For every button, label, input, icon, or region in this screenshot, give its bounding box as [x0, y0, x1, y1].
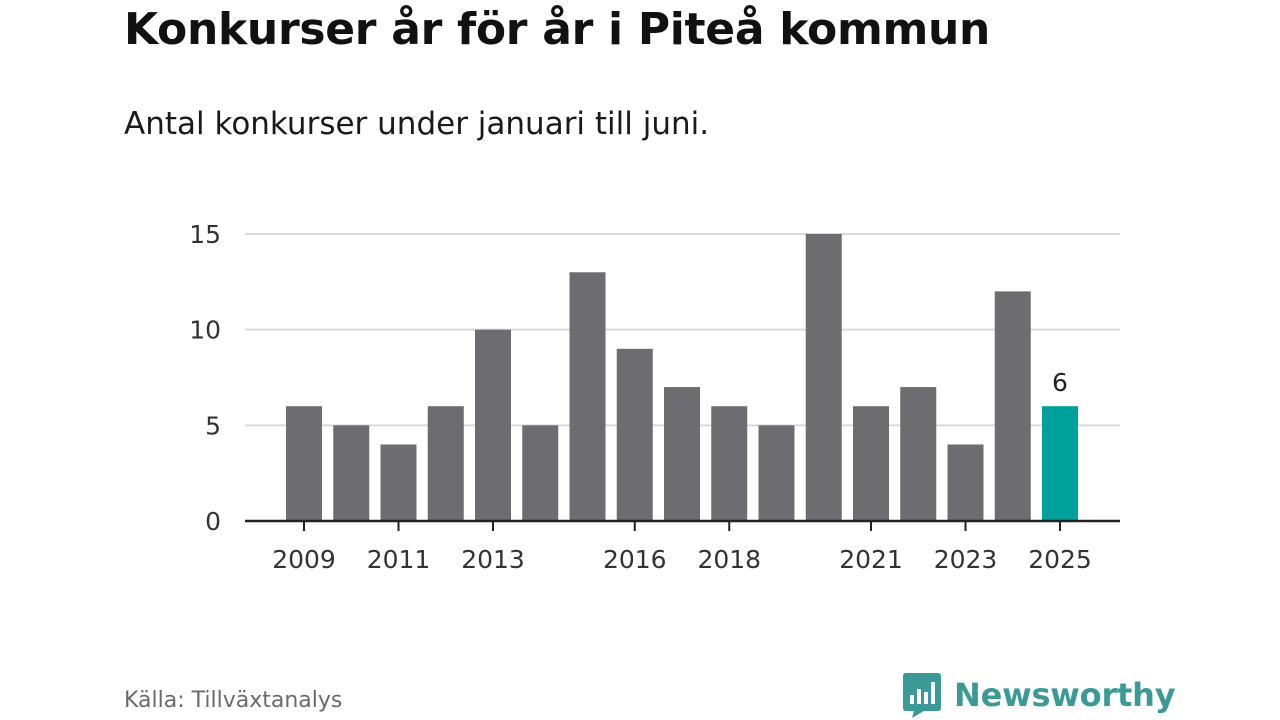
- bar-2025: [1042, 406, 1078, 521]
- x-tick-label: 2011: [367, 545, 431, 574]
- x-tick-label: 2018: [697, 545, 761, 574]
- data-labels: 6: [1052, 368, 1068, 397]
- bars: [286, 234, 1078, 521]
- bar-2010: [333, 425, 370, 521]
- x-tick-label: 2009: [272, 545, 336, 574]
- chart-subtitle: Antal konkurser under januari till juni.: [124, 106, 710, 142]
- brand-name: Newsworthy: [954, 676, 1176, 714]
- bar-2015: [569, 272, 606, 521]
- source-note: Källa: Tillväxtanalys: [124, 688, 343, 713]
- bar-2018: [711, 406, 748, 521]
- newsworthy-logo-icon: [903, 673, 941, 718]
- bar-2024: [994, 291, 1031, 521]
- y-tick-label: 15: [189, 220, 221, 249]
- y-tick-label: 10: [189, 316, 221, 345]
- bar-2014: [522, 425, 559, 521]
- y-tick-label: 0: [205, 507, 221, 536]
- bar-2020: [805, 234, 842, 521]
- x-tick-label: 2016: [603, 545, 667, 574]
- y-tick-label: 5: [205, 411, 221, 440]
- x-axis-ticks: 2009 2011 2013 2016 2018 2021 2023 2025: [272, 521, 1092, 574]
- bar-2011: [380, 444, 417, 521]
- x-tick-label: 2023: [934, 545, 998, 574]
- x-tick-label: 2025: [1028, 545, 1092, 574]
- bar-2021: [853, 406, 889, 521]
- bar-2016: [616, 348, 653, 521]
- bar-2017: [664, 387, 700, 521]
- brand-logo: Newsworthy: [902, 671, 1176, 719]
- bar-2013: [475, 329, 511, 521]
- chart-title: Konkurser år för år i Piteå kommun: [124, 4, 991, 55]
- data-label: 6: [1052, 368, 1068, 397]
- bar-2019: [758, 425, 795, 521]
- bar-2009: [286, 406, 322, 521]
- bar-2012: [427, 406, 464, 521]
- x-tick-label: 2013: [461, 545, 525, 574]
- bar-2022: [900, 387, 937, 521]
- y-axis-ticks: 0 5 10 15: [189, 220, 221, 536]
- x-tick-label: 2021: [839, 545, 903, 574]
- bar-2023: [947, 444, 984, 521]
